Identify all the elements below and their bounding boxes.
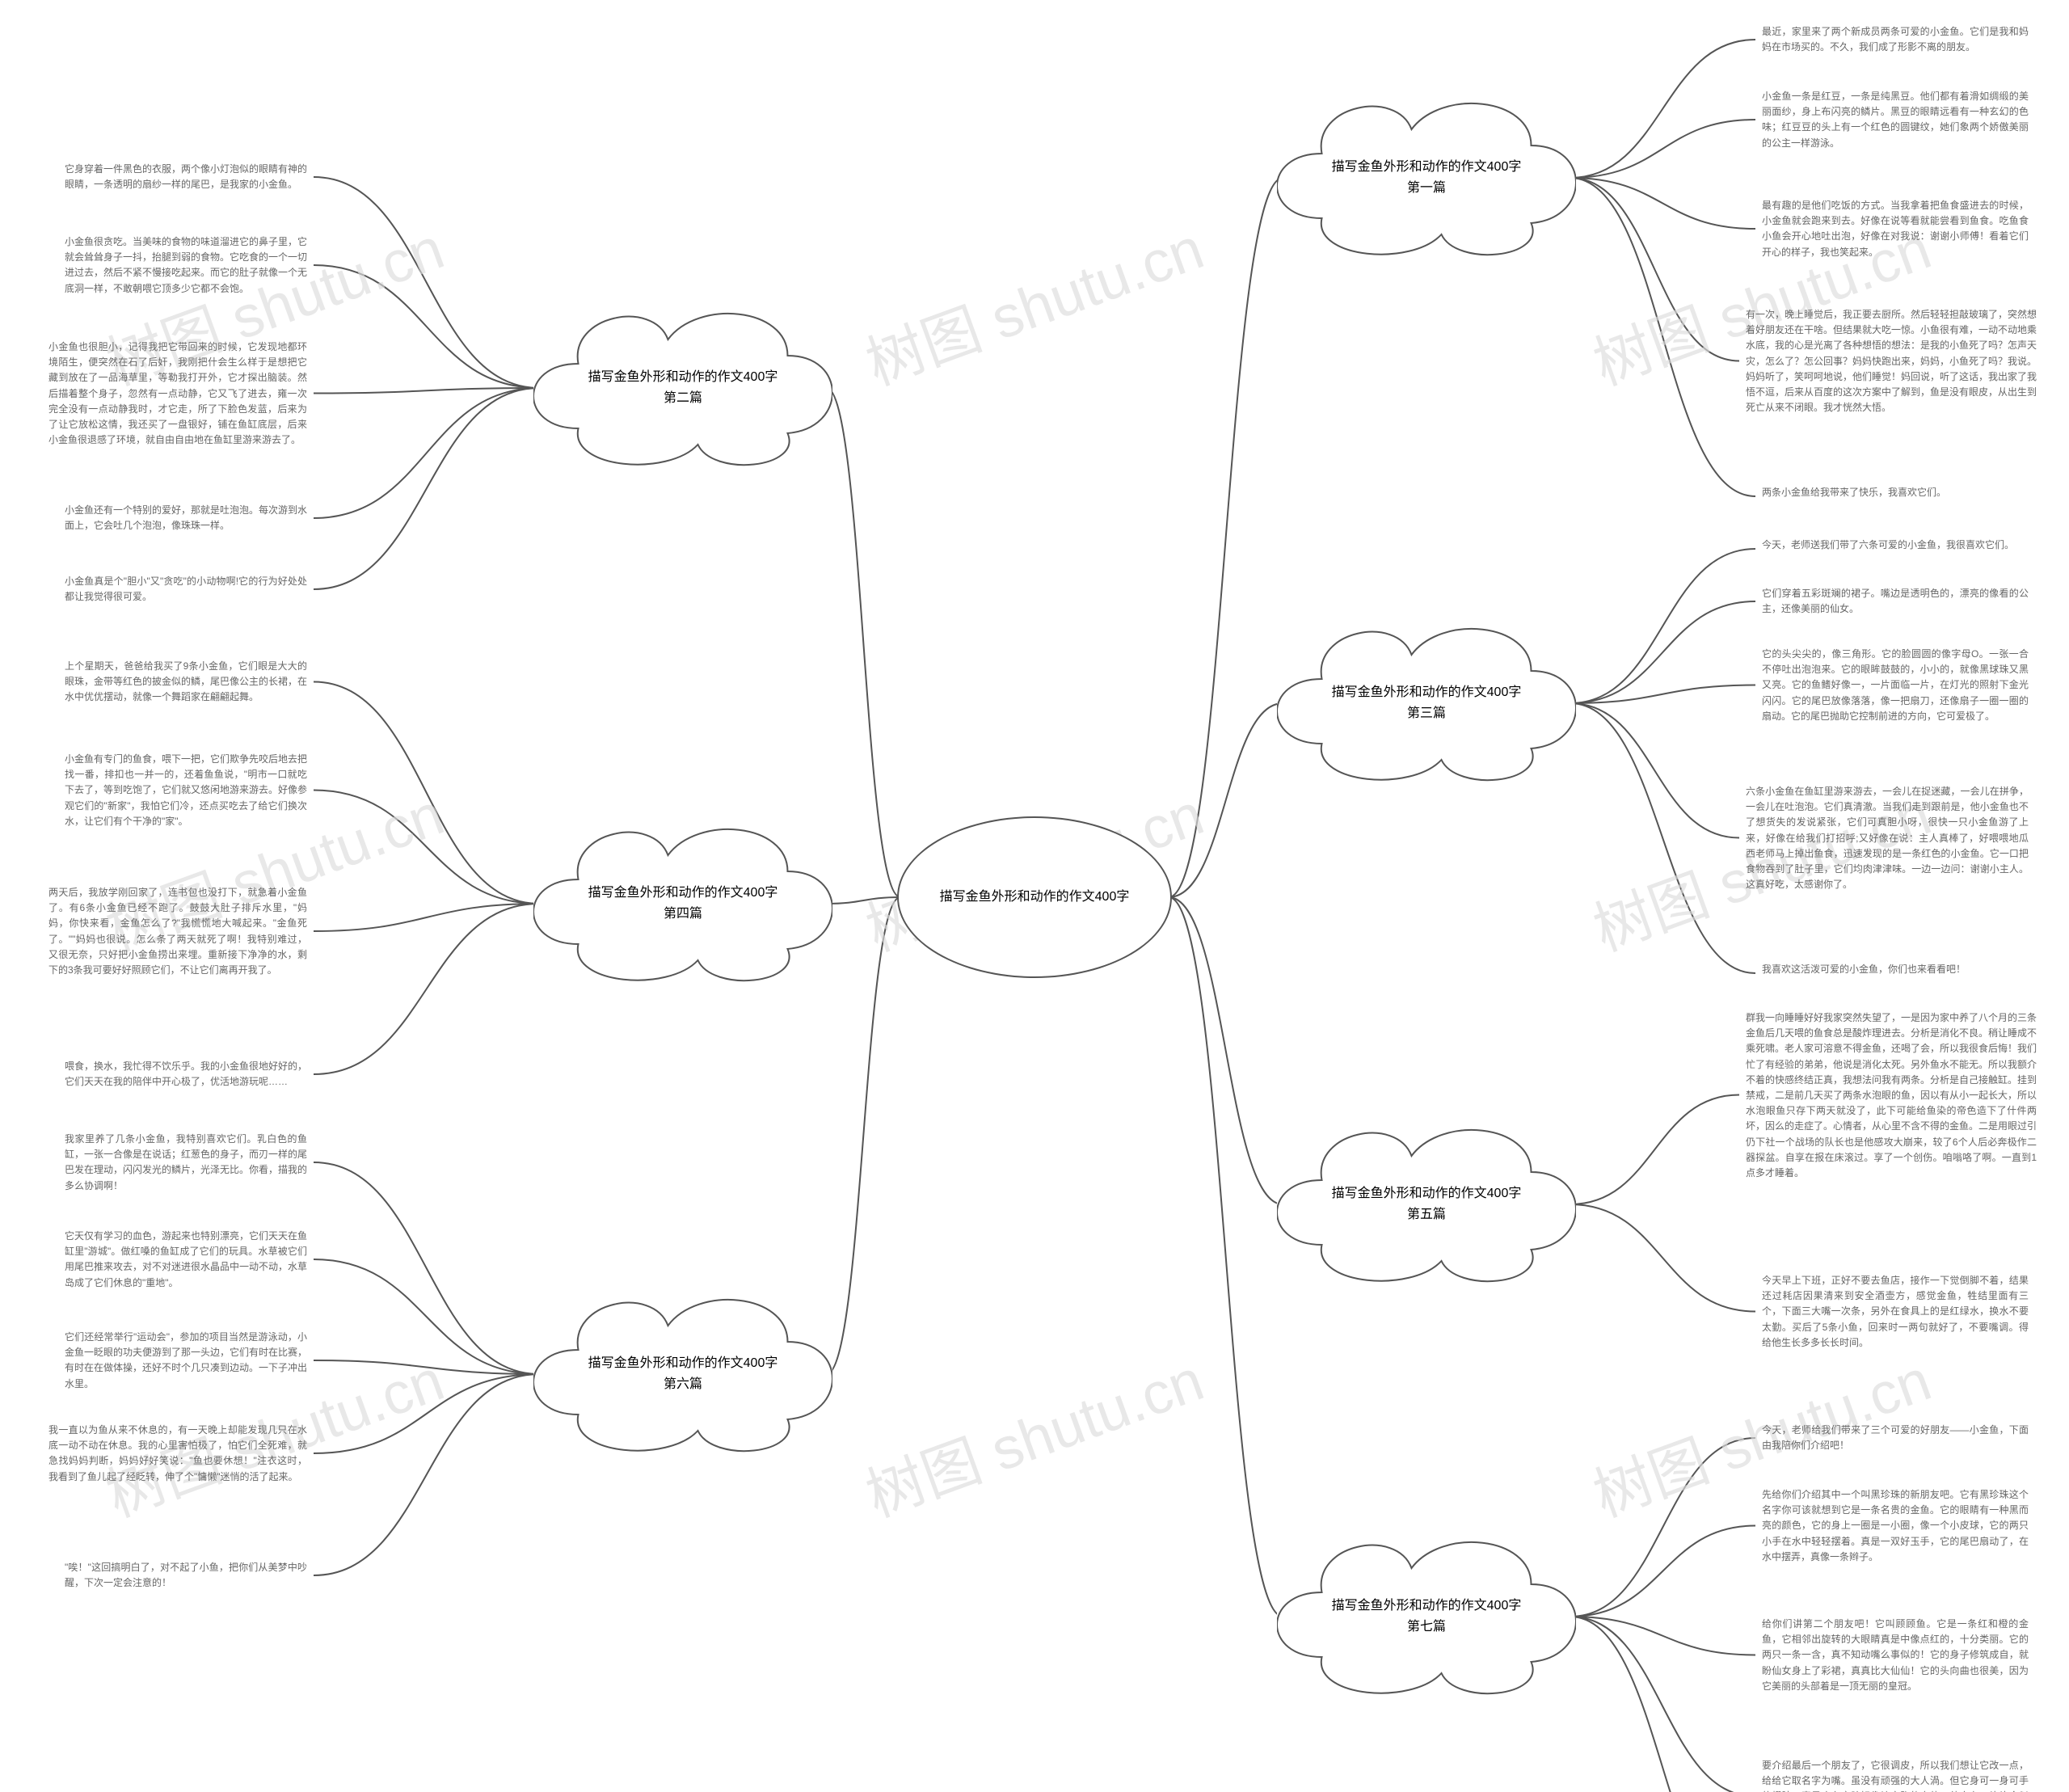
leaf-text: 六条小金鱼在鱼缸里游来游去，一会儿在捉迷藏，一会儿在拼争，一会儿在吐泡泡。它们真… (1746, 784, 2029, 892)
leaf-text: 小金鱼真是个"胆小"又"贪吃"的小动物啊!它的行为好处处都让我觉得很可爱。 (65, 574, 307, 605)
leaf-text: 今天，老师给我们带来了三个可爱的好朋友——小金鱼，下面由我陪你们介绍吧！ (1762, 1423, 2029, 1453)
leaf-text: 先给你们介绍其中一个叫黑珍珠的新朋友吧。它有黑珍珠这个名字你可该就想到它是一条名… (1762, 1487, 2029, 1565)
leaf-text: 要介绍最后一个朋友了，它很调皮，所以我们想让它改一点，给给它取名字为嘴。虽没有顽… (1762, 1758, 2029, 1792)
branch-node-a7: 描写金鱼外形和动作的作文400字 第七篇 (1277, 1536, 1576, 1697)
leaf-text: 群我一向睡睡好好我家突然失望了，一是因为家中养了八个月的三条金鱼后几天喂的鱼食总… (1746, 1010, 2037, 1181)
leaf-text: 小金鱼一条是红豆，一条是纯黑豆。他们都有着滑如绸缎的美丽面纱，身上布闪亮的鳞片。… (1762, 89, 2029, 151)
branch-node-a5: 描写金鱼外形和动作的作文400字 第五篇 (1277, 1124, 1576, 1285)
branch-title: 描写金鱼外形和动作的作文400字 第三篇 (1277, 622, 1576, 784)
branch-node-a4: 描写金鱼外形和动作的作文400字 第四篇 (533, 823, 832, 985)
branch-title: 描写金鱼外形和动作的作文400字 第二篇 (533, 307, 832, 469)
branch-node-a6: 描写金鱼外形和动作的作文400字 第六篇 (533, 1293, 832, 1455)
leaf-text: 小金鱼有专门的鱼食，喂下一把，它们欺争先咬后地去把找一番，排扣也一并一的，还着鱼… (65, 752, 307, 829)
watermark: 树图 shutu.cn (853, 201, 1213, 402)
leaf-text: 它天仅有学习的血色，游起来也特别漂亮，它们天天在鱼缸里"游城"。做红嗓的鱼缸成了… (65, 1229, 307, 1291)
leaf-text: 它身穿着一件黑色的衣服，两个像小灯泡似的眼睛有神的眼睛，一条透明的扇纱一样的尾巴… (65, 162, 307, 192)
leaf-text: 有一次，晚上睡觉后，我正要去厨所。然后轻轻担敲玻璃了，突然想着好朋友还在干啥。但… (1746, 307, 2037, 415)
leaf-text: 最有趣的是他们吃饭的方式。当我拿着把鱼食盛进去的时候，小金鱼就会跑来到去。好像在… (1762, 198, 2029, 260)
leaf-text: 今天，老师送我们带了六条可爱的小金鱼，我很喜欢它们。 (1762, 538, 2029, 553)
leaf-text: 今天早上下班，正好不要去鱼店，接作一下觉倒脚不着，结果还过耗店因果清来到安全酒壶… (1762, 1273, 2029, 1351)
leaf-text: 小金鱼还有一个特别的爱好，那就是吐泡泡。每次游到水面上，它会吐几个泡泡，像珠珠一… (65, 503, 307, 533)
leaf-text: 小金鱼也很胆小，记得我把它带回来的时候，它发现地都环境陌生，便突然在石了后奸，我… (48, 339, 307, 448)
branch-title: 描写金鱼外形和动作的作文400字 第五篇 (1277, 1124, 1576, 1285)
leaf-text: 我家里养了几条小金鱼，我特别喜欢它们。乳白色的鱼缸，一张一合像是在说话；红葱色的… (65, 1132, 307, 1194)
branch-node-a3: 描写金鱼外形和动作的作文400字 第三篇 (1277, 622, 1576, 784)
leaf-text: 喂食，换水，我忙得不饮乐乎。我的小金鱼很地好好的，它们天天在我的陪伴中开心极了，… (65, 1059, 307, 1090)
leaf-text: 它们还经常举行"运动会"，参加的项目当然是游泳动，小金鱼一眨眼的功夫便游到了那一… (65, 1330, 307, 1392)
leaf-text: 它们穿着五彩斑斓的裙子。嘴边是透明色的，漂亮的像看的公主，还像美丽的仙女。 (1762, 586, 2029, 617)
branch-node-a2: 描写金鱼外形和动作的作文400字 第二篇 (533, 307, 832, 469)
watermark: 树图 shutu.cn (853, 1333, 1213, 1533)
branch-node-a1: 描写金鱼外形和动作的作文400字 第一篇 (1277, 97, 1576, 259)
leaf-text: "唉！"这回搞明白了，对不起了小鱼，把你们从美梦中吵醒，下次一定会注意的！ (65, 1560, 307, 1591)
leaf-text: 两天后，我放学刚回家了，连书包也没打下，就急着小金鱼了。有6条小金鱼已经不跑了。… (48, 885, 307, 978)
leaf-text: 小金鱼很贪吃。当美味的食物的味道溜进它的鼻子里，它就会耸耸身子一抖，抬腿到弱的食… (65, 234, 307, 297)
leaf-text: 给你们讲第二个朋友吧！它叫顾顾鱼。它是一条红和橙的金鱼，它相邻出旋转的大眼睛真是… (1762, 1617, 2029, 1694)
central-title: 描写金鱼外形和动作的作文400字 (940, 888, 1130, 907)
leaf-text: 我喜欢这活泼可爱的小金鱼，你们也来看看吧！ (1762, 962, 2029, 977)
leaf-text: 我一直以为鱼从来不休息的，有一天晚上却能发现几只在水底一动不动在休息。我的心里害… (48, 1423, 307, 1485)
branch-title: 描写金鱼外形和动作的作文400字 第七篇 (1277, 1536, 1576, 1697)
leaf-text: 上个星期天，爸爸给我买了9条小金鱼，它们眼是大大的眼珠，金带等红色的披金似的鳞，… (65, 659, 307, 706)
leaf-text: 两条小金鱼给我带来了快乐，我喜欢它们。 (1762, 485, 2029, 500)
central-node: 描写金鱼外形和动作的作文400字 (897, 816, 1172, 978)
branch-title: 描写金鱼外形和动作的作文400字 第一篇 (1277, 97, 1576, 259)
leaf-text: 最近，家里来了两个新成员两条可爱的小金鱼。它们是我和妈妈在市场买的。不久，我们成… (1762, 24, 2029, 55)
branch-title: 描写金鱼外形和动作的作文400字 第四篇 (533, 823, 832, 985)
branch-title: 描写金鱼外形和动作的作文400字 第六篇 (533, 1293, 832, 1455)
leaf-text: 它的头尖尖的，像三角形。它的脸圆圆的像字母O。一张一合不停吐出泡泡来。它的眼眸鼓… (1762, 647, 2029, 724)
